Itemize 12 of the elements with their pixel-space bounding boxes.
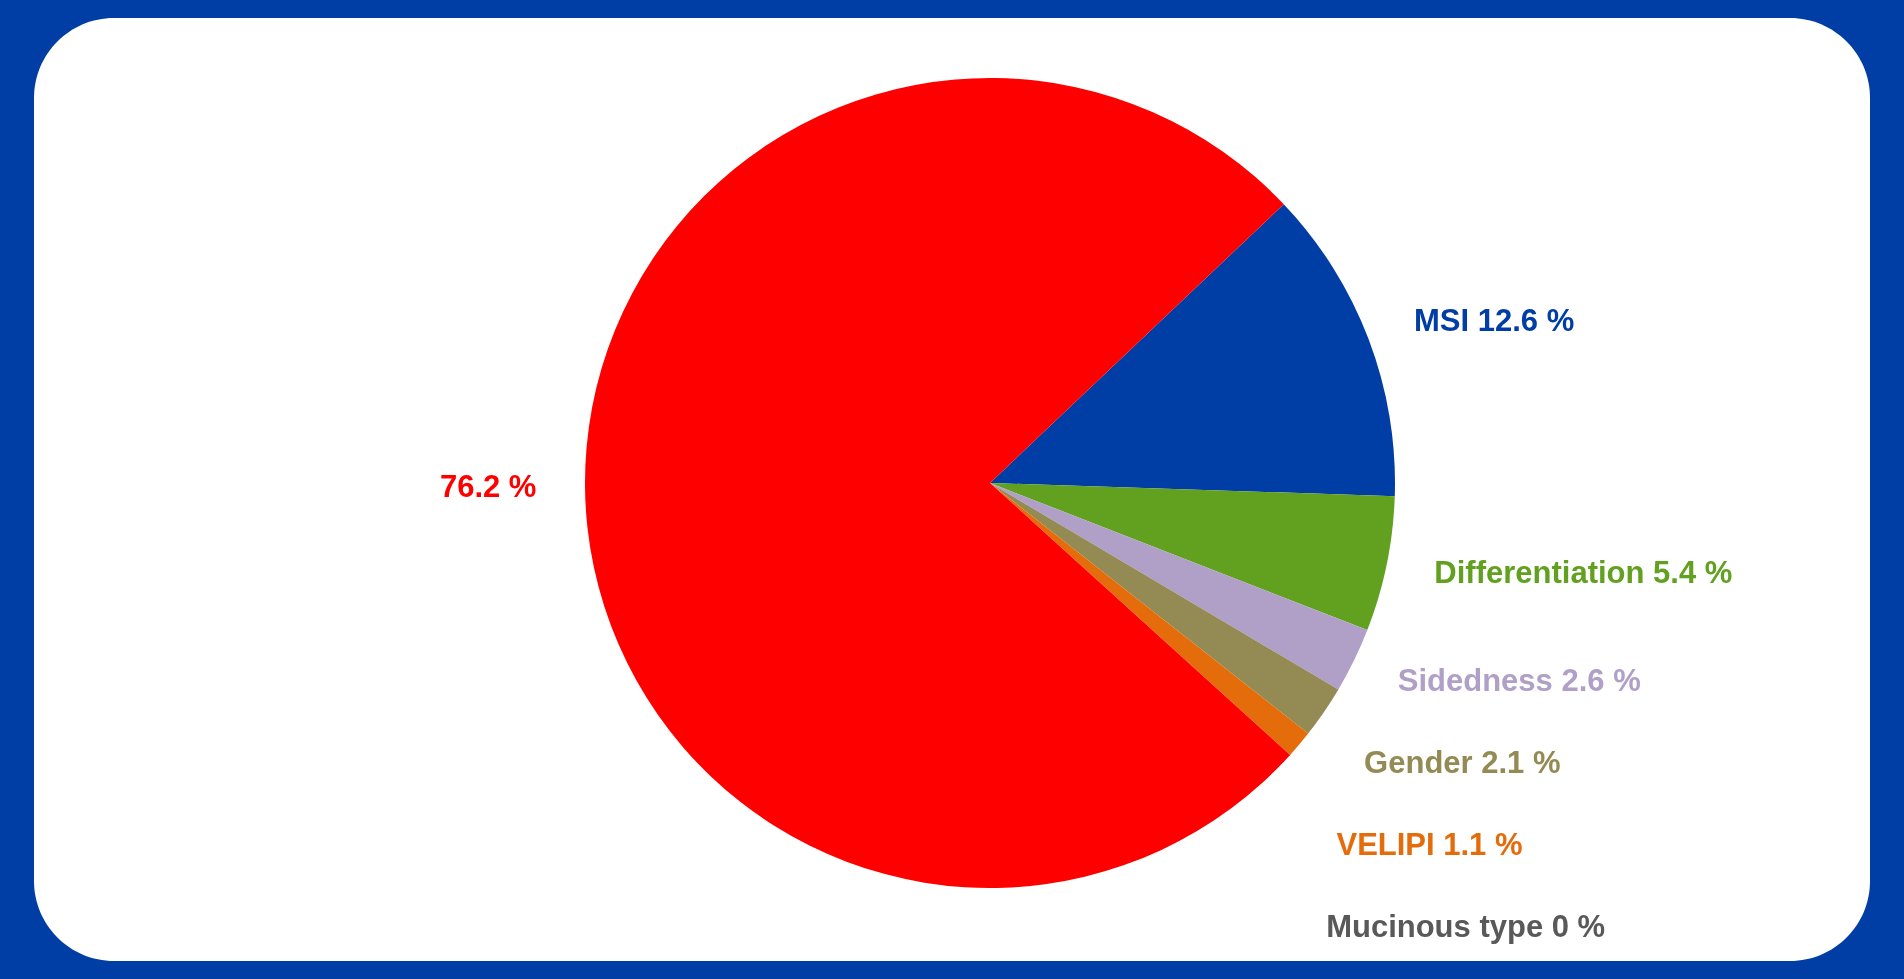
- slice-label: Sidedness 2.6 %: [1397, 662, 1641, 698]
- pie-slice: [990, 204, 1395, 497]
- slice-label: Differentiation 5.4 %: [1434, 555, 1733, 591]
- pie-slice: [990, 483, 1339, 734]
- pie-slice: [990, 483, 1368, 690]
- slice-label: Gender 2.1 %: [1364, 744, 1561, 780]
- data-label: 76.2 %: [439, 469, 537, 505]
- pie-slice: [585, 78, 1291, 888]
- category-label: Mucinous type 0 %: [1326, 908, 1606, 944]
- pie-slice: [990, 483, 1395, 631]
- slice-label: MSI 12.6 %: [1413, 302, 1575, 338]
- slice-label: VELIPI 1.1 %: [1336, 826, 1523, 862]
